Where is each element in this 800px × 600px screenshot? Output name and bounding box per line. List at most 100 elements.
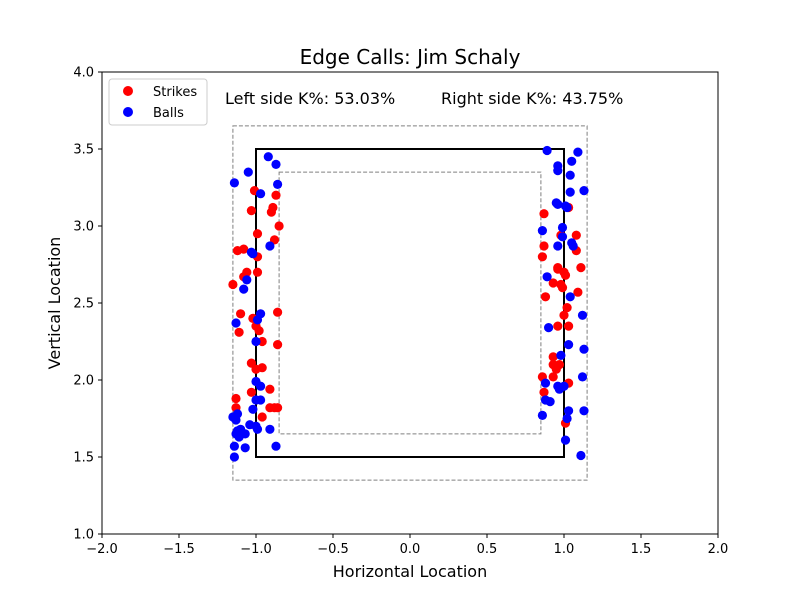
- x-tick-label: 0.0: [400, 542, 421, 557]
- point-balls: [239, 284, 249, 294]
- point-balls: [537, 226, 548, 236]
- point-balls: [553, 199, 563, 209]
- annotation-right-k-pct: Right side K%: 43.75%: [441, 89, 623, 108]
- points-group: [228, 145, 589, 462]
- point-balls: [579, 186, 589, 196]
- x-tick-label: −1.5: [163, 542, 195, 557]
- point-strikes: [548, 372, 558, 382]
- point-balls: [579, 406, 589, 416]
- point-balls: [544, 323, 554, 333]
- point-balls: [553, 241, 563, 251]
- point-strikes: [239, 244, 249, 254]
- point-balls: [565, 170, 575, 180]
- chart-title: Edge Calls: Jim Schaly: [300, 45, 521, 69]
- point-balls: [554, 384, 565, 394]
- point-strikes: [234, 327, 244, 337]
- point-strikes: [252, 229, 263, 239]
- point-balls: [540, 395, 551, 405]
- point-balls: [542, 272, 552, 282]
- x-axis-label: Horizontal Location: [333, 562, 487, 581]
- point-balls: [231, 318, 241, 328]
- point-balls: [229, 178, 239, 188]
- y-tick-label: 3.5: [73, 143, 94, 158]
- point-balls: [242, 275, 252, 285]
- point-strikes: [548, 278, 558, 288]
- y-tick-label: 1.5: [73, 451, 94, 466]
- point-strikes: [254, 326, 264, 336]
- point-balls: [252, 424, 263, 434]
- point-strikes: [246, 206, 256, 216]
- point-balls: [542, 145, 552, 156]
- point-strikes: [557, 283, 568, 293]
- legend-marker-balls: [123, 107, 133, 117]
- point-balls: [557, 232, 568, 242]
- point-balls: [579, 344, 589, 354]
- point-balls: [564, 406, 574, 416]
- point-balls: [236, 424, 246, 434]
- x-tick-label: 2.0: [708, 542, 729, 557]
- point-balls: [567, 156, 577, 166]
- point-strikes: [576, 263, 586, 273]
- point-balls: [565, 187, 575, 197]
- point-balls: [564, 340, 574, 350]
- point-balls: [232, 409, 243, 419]
- point-strikes: [273, 340, 283, 350]
- point-balls: [248, 249, 258, 259]
- point-balls: [251, 336, 261, 347]
- point-strikes: [540, 292, 551, 302]
- x-tick-label: 0.5: [477, 542, 498, 557]
- point-strikes: [548, 352, 558, 362]
- point-strikes: [236, 309, 246, 319]
- point-strikes: [271, 190, 281, 200]
- point-strikes: [554, 360, 565, 370]
- point-balls: [576, 450, 586, 461]
- point-balls: [263, 152, 273, 162]
- y-tick-label: 4.0: [73, 66, 94, 81]
- y-tick-label: 1.0: [73, 528, 94, 543]
- y-axis-label: Vertical Location: [45, 237, 64, 370]
- point-balls: [565, 292, 575, 302]
- zone-group: [232, 125, 588, 481]
- point-balls: [240, 443, 250, 453]
- point-balls: [229, 441, 239, 451]
- x-tick-label: 1.0: [554, 542, 575, 557]
- point-balls: [577, 310, 588, 320]
- point-strikes: [539, 209, 549, 219]
- point-strikes: [252, 267, 263, 277]
- point-strikes: [274, 221, 284, 231]
- point-strikes: [231, 393, 241, 404]
- point-balls: [567, 238, 577, 248]
- point-balls: [557, 222, 568, 233]
- x-tick-label: −0.5: [317, 542, 349, 557]
- point-strikes: [266, 207, 276, 217]
- point-strikes: [246, 387, 256, 397]
- point-strikes: [553, 321, 563, 331]
- point-balls: [265, 424, 275, 434]
- point-balls: [540, 378, 551, 388]
- point-balls: [537, 410, 548, 420]
- point-strikes: [273, 307, 283, 317]
- legend-box: [108, 78, 208, 126]
- point-strikes: [257, 412, 267, 422]
- point-strikes: [571, 230, 581, 240]
- point-strikes: [573, 287, 583, 297]
- point-balls: [256, 189, 266, 199]
- legend: Strikes Balls: [108, 78, 208, 126]
- point-balls: [271, 441, 281, 451]
- point-balls: [553, 166, 563, 176]
- x-tick-label: 1.5: [631, 542, 652, 557]
- point-strikes: [562, 303, 572, 313]
- legend-marker-strikes: [123, 86, 133, 96]
- point-strikes: [273, 403, 283, 413]
- annotation-left-k-pct: Left side K%: 53.03%: [225, 89, 395, 108]
- point-balls: [562, 413, 572, 424]
- point-balls: [273, 179, 283, 189]
- point-balls: [229, 452, 239, 462]
- y-tick-label: 3.0: [73, 220, 94, 235]
- legend-label-strikes: Strikes: [153, 85, 197, 100]
- point-balls: [265, 241, 275, 251]
- inner-edge-zone: [278, 171, 542, 435]
- point-strikes: [564, 321, 574, 331]
- strike-zone: [255, 148, 565, 458]
- point-balls: [271, 159, 281, 169]
